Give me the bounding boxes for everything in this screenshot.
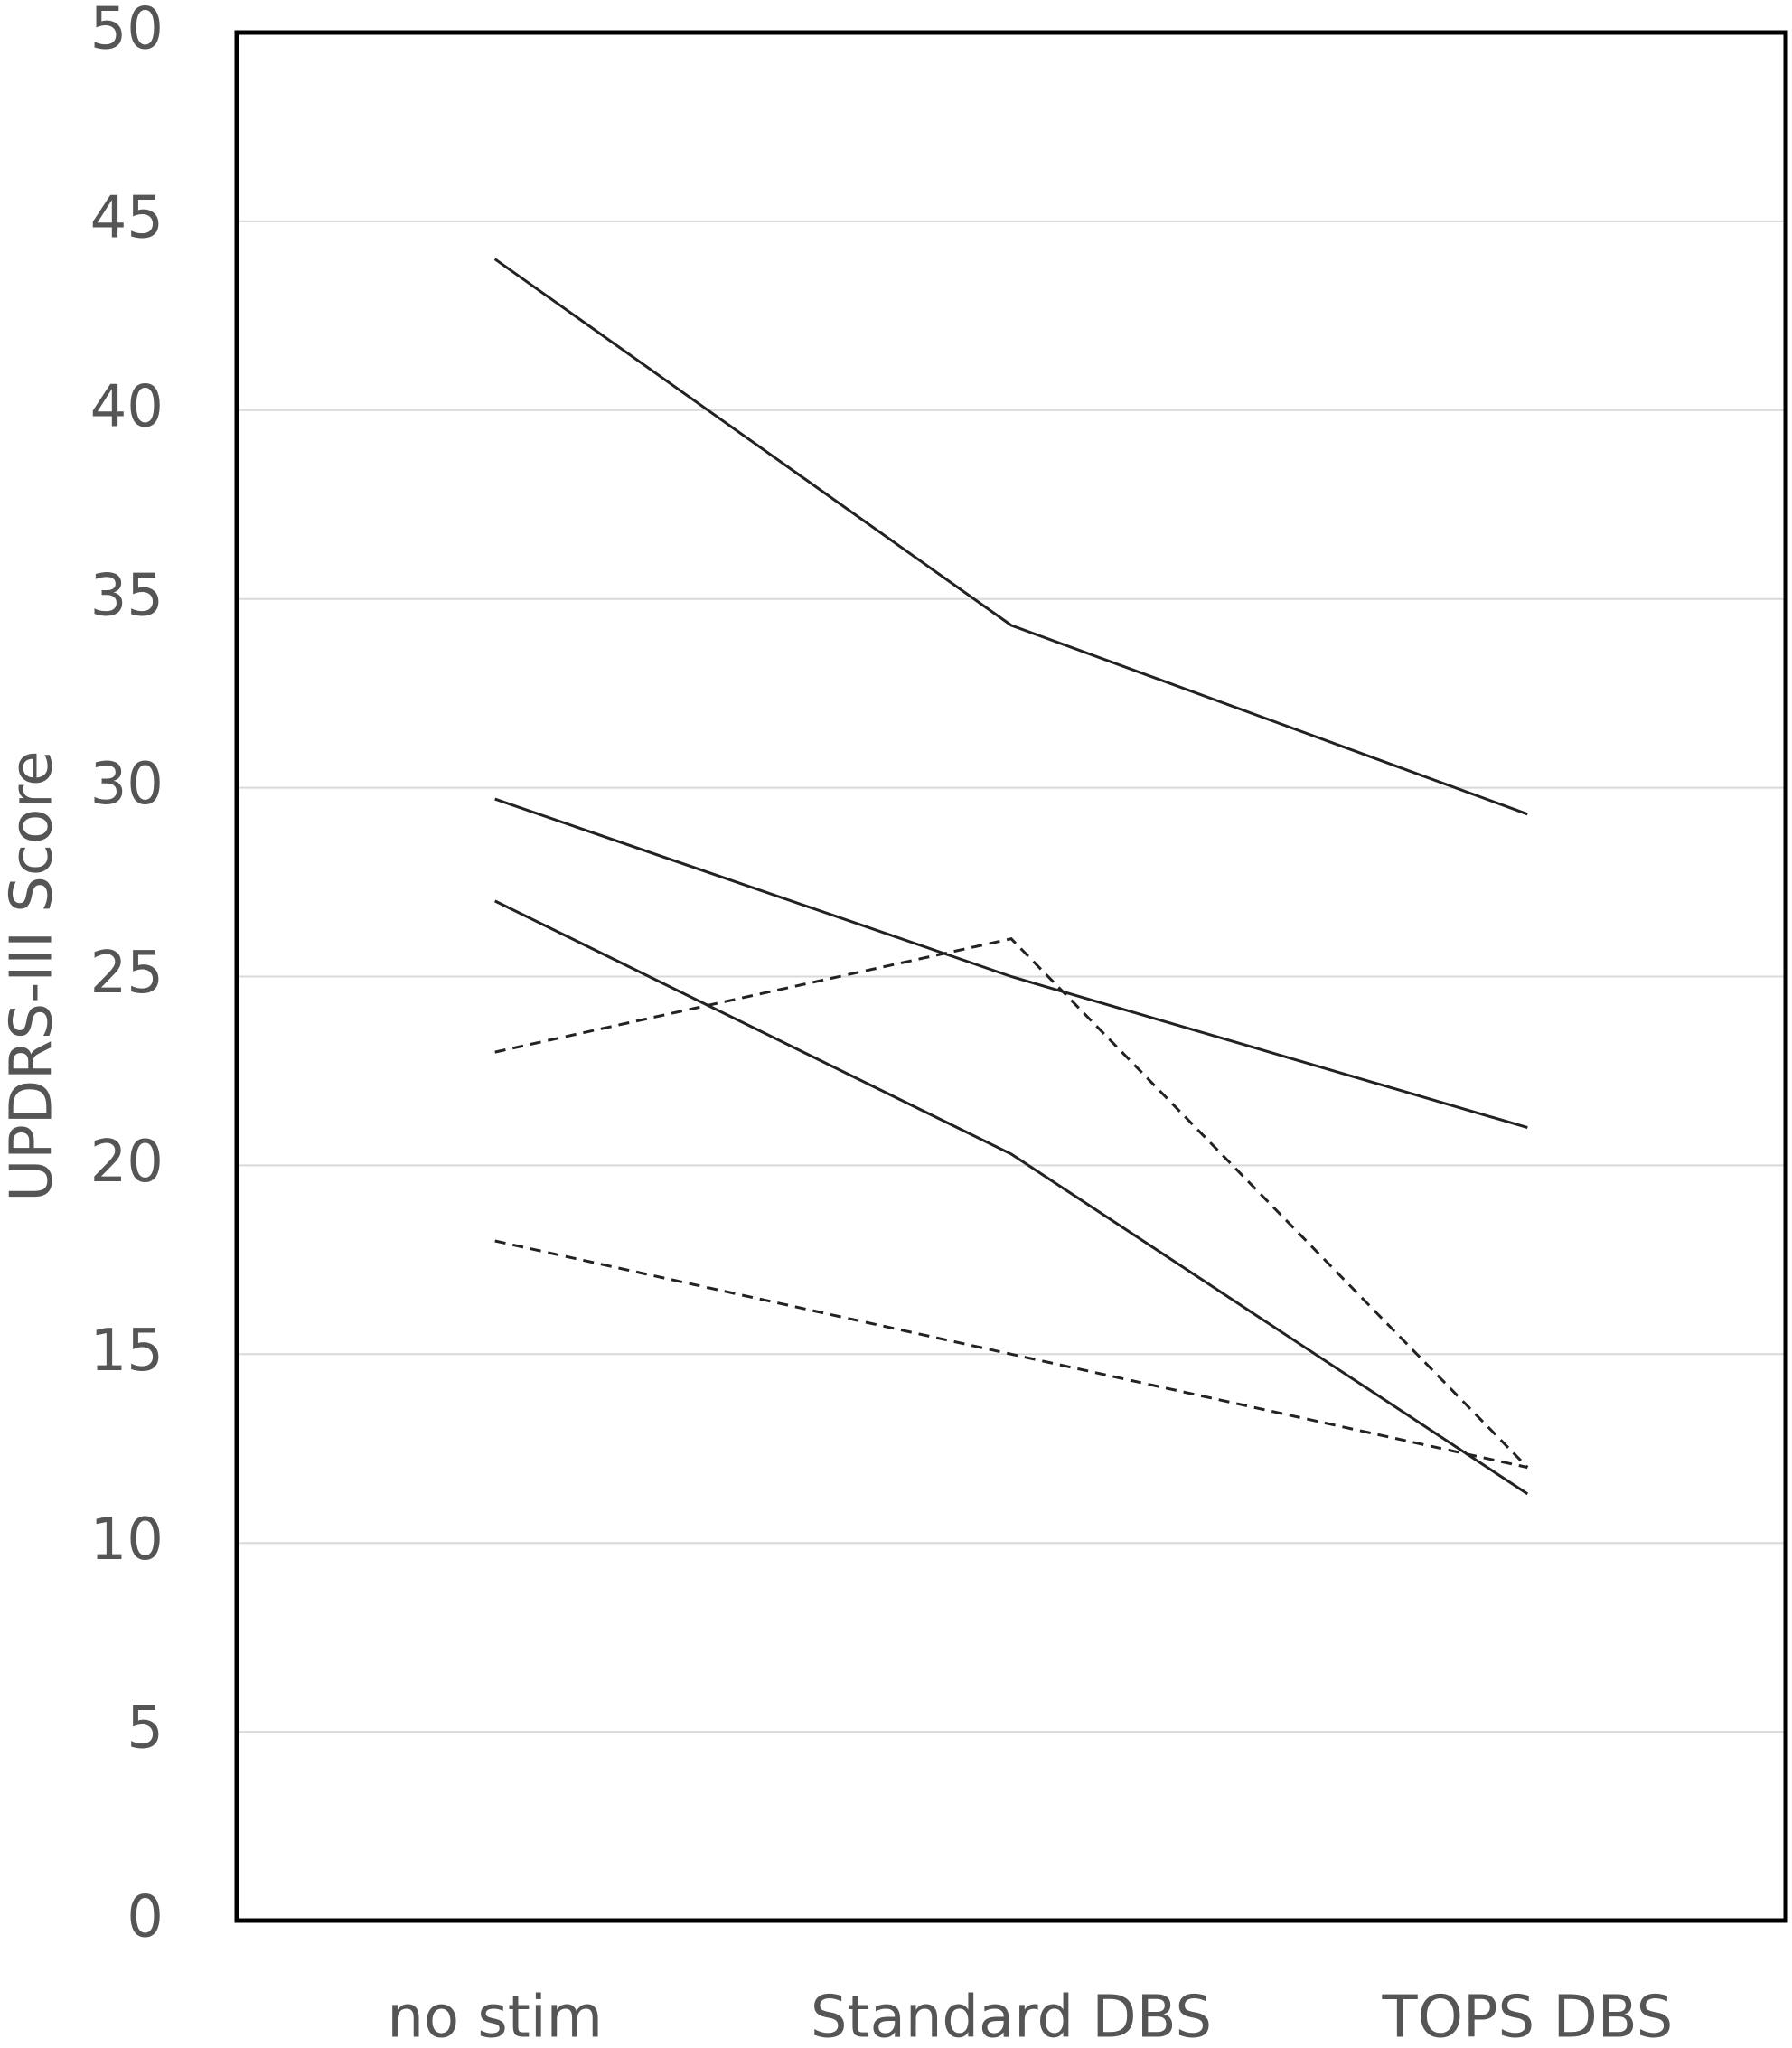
y-tick-label: 30 [90,751,164,818]
y-tick-label: 15 [90,1318,164,1385]
y-tick-label: 40 [90,373,164,440]
series-line [494,899,1529,1496]
y-tick-label: 10 [90,1507,164,1574]
series-line [494,937,1529,1469]
y-tick-label: 20 [90,1129,164,1196]
y-tick-label: 0 [127,1884,164,1951]
y-tick-label: 35 [90,562,164,629]
x-tick-label: TOPS DBS [1381,1985,1673,2048]
y-tick-label: 5 [127,1696,164,1762]
series-line [494,797,1528,1130]
x-tick-label: no stim [387,1985,603,2048]
x-tick-label: Standard DBS [811,1985,1212,2048]
y-tick-label: 45 [90,184,164,251]
series-line [493,258,1528,816]
plot-frame [234,30,1788,1923]
series-line [494,1239,1528,1470]
y-tick-label: 25 [90,940,164,1007]
y-tick-label: 50 [90,0,164,63]
y-axis-label: UPDRS-III Score [0,750,66,1201]
